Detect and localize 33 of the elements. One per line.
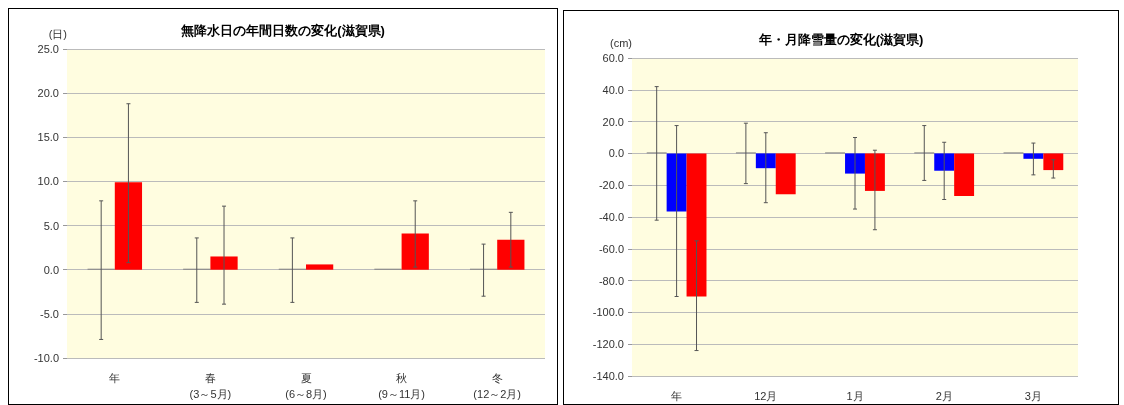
y-tick-label: -80.0 <box>598 274 624 287</box>
y-tick-label: 0.0 <box>43 263 59 276</box>
x-tick-label: 冬 (12～2月) <box>473 372 522 400</box>
y-tick-label: 10.0 <box>37 175 59 188</box>
y-tick-label: -60.0 <box>598 242 624 255</box>
y-tick-label: 20.0 <box>37 87 59 100</box>
y-tick-label: -100.0 <box>592 306 624 319</box>
y-axis-title: (日) <box>48 27 67 40</box>
y-tick-label: -10.0 <box>33 352 59 364</box>
y-tick-label: -140.0 <box>592 370 624 382</box>
y-tick-label: -40.0 <box>598 211 624 223</box>
x-tick-label: 秋 (9～11月) <box>378 372 426 400</box>
y-tick-label: 60.0 <box>602 52 624 64</box>
x-tick-label: 3月 <box>1024 390 1042 402</box>
y-tick-label: 40.0 <box>602 83 624 96</box>
y-tick-label: 25.0 <box>37 43 59 55</box>
x-tick-label: 年 <box>671 390 683 402</box>
x-tick-label: 2月 <box>935 390 953 402</box>
x-tick-label: 春 (3～5月) <box>189 372 232 400</box>
y-tick-label: 0.0 <box>608 147 624 160</box>
y-axis-title: (cm) <box>610 36 632 49</box>
x-tick-label: 夏 (6～8月) <box>285 372 327 400</box>
chart-title: 無降水日の年間日数の変化(滋賀県) <box>180 23 385 38</box>
y-tick-label: 20.0 <box>602 115 624 128</box>
x-tick-label: 年 <box>109 372 121 384</box>
y-tick-label: -120.0 <box>592 338 624 351</box>
chart-title: 年・月降雪量の変化(滋賀県) <box>757 32 924 47</box>
y-tick-label: -20.0 <box>598 179 624 192</box>
y-tick-label: 5.0 <box>43 219 59 232</box>
y-tick-label: -5.0 <box>40 307 59 320</box>
x-tick-label: 12月 <box>754 390 778 402</box>
y-tick-label: 15.0 <box>37 131 59 144</box>
x-tick-label: 1月 <box>846 390 864 402</box>
